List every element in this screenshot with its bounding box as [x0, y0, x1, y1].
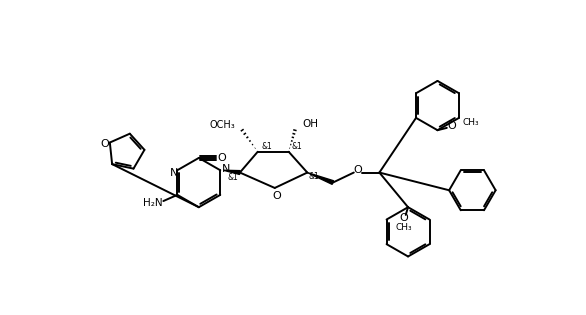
Polygon shape	[307, 173, 333, 184]
Text: N: N	[170, 168, 178, 178]
Text: O: O	[100, 139, 109, 149]
Text: N: N	[222, 164, 231, 174]
Text: O: O	[272, 191, 281, 201]
Text: &1: &1	[227, 173, 239, 182]
Polygon shape	[223, 170, 240, 175]
Text: H₂N: H₂N	[143, 198, 162, 208]
Text: O: O	[400, 213, 408, 223]
Text: CH₃: CH₃	[396, 223, 413, 232]
Text: CH₃: CH₃	[462, 118, 479, 127]
Text: &1: &1	[261, 142, 272, 151]
Text: O: O	[217, 153, 226, 163]
Text: O: O	[447, 121, 456, 131]
Text: &1: &1	[309, 172, 319, 181]
Text: OCH₃: OCH₃	[210, 120, 236, 130]
Text: &1: &1	[292, 142, 302, 151]
Text: OH: OH	[302, 119, 319, 129]
Text: O: O	[353, 165, 362, 175]
